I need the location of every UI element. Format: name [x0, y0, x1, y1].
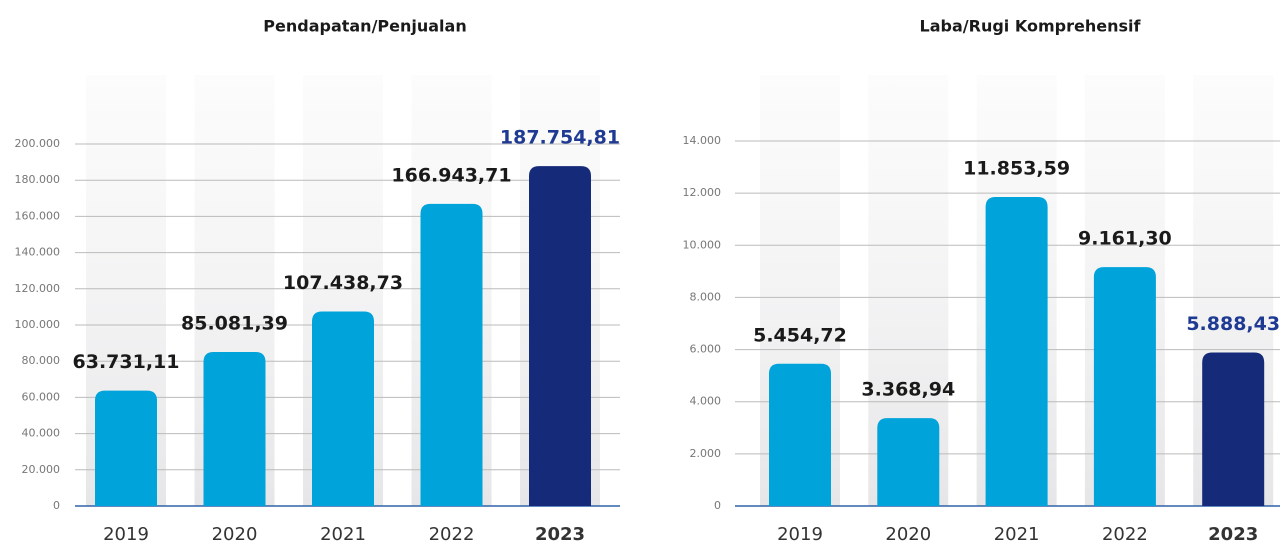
- value-label: 107.438,73: [283, 272, 403, 294]
- y-tick-label: 2.000: [690, 447, 722, 460]
- bar: [877, 418, 940, 506]
- x-tick-label: 2021: [994, 524, 1040, 545]
- x-tick-label: 2020: [212, 524, 258, 545]
- x-tick-label: 2022: [1102, 524, 1148, 545]
- y-tick-label: 60.000: [22, 390, 61, 403]
- y-tick-label: 120.000: [15, 282, 61, 295]
- chart-title: Pendapatan/Penjualan: [263, 17, 466, 36]
- y-tick-label: 160.000: [15, 209, 61, 222]
- value-label: 187.754,81: [500, 127, 620, 149]
- y-tick-label: 140.000: [15, 246, 61, 259]
- bar: [1202, 352, 1265, 506]
- x-tick-label: 2021: [320, 524, 366, 545]
- y-tick-label: 8.000: [690, 290, 722, 303]
- y-tick-label: 4.000: [690, 395, 722, 408]
- x-tick-label: 2019: [777, 524, 823, 545]
- x-tick-label: 2023: [1208, 524, 1258, 545]
- x-tick-label: 2020: [885, 524, 931, 545]
- y-tick-label: 12.000: [683, 186, 722, 199]
- value-label: 9.161,30: [1078, 228, 1172, 250]
- y-tick-label: 0: [53, 499, 60, 512]
- bar: [985, 196, 1048, 507]
- y-tick-label: 14.000: [683, 134, 722, 147]
- value-label: 5.888,43: [1186, 313, 1280, 335]
- value-label: 85.081,39: [181, 313, 288, 335]
- y-tick-label: 0: [714, 499, 721, 512]
- bar: [95, 390, 157, 506]
- x-tick-label: 2019: [103, 524, 149, 545]
- chart-title: Laba/Rugi Komprehensif: [920, 17, 1142, 36]
- bar: [769, 363, 831, 506]
- bar: [420, 203, 483, 506]
- y-tick-label: 80.000: [22, 354, 61, 367]
- y-tick-label: 200.000: [15, 137, 61, 150]
- y-tick-label: 40.000: [22, 427, 61, 440]
- x-tick-label: 2022: [429, 524, 475, 545]
- y-tick-label: 100.000: [15, 318, 61, 331]
- bar: [1093, 267, 1156, 506]
- value-label: 166.943,71: [391, 164, 511, 186]
- y-tick-label: 6.000: [690, 343, 722, 356]
- y-tick-label: 10.000: [683, 238, 722, 251]
- bar: [203, 352, 266, 506]
- y-tick-label: 20.000: [22, 463, 61, 476]
- value-label: 3.368,94: [861, 379, 955, 401]
- value-label: 5.454,72: [753, 324, 847, 346]
- y-tick-label: 180.000: [15, 173, 61, 186]
- value-label: 63.731,11: [73, 351, 180, 373]
- bar: [529, 166, 591, 506]
- value-label: 11.853,59: [963, 157, 1070, 179]
- bar: [312, 311, 374, 506]
- x-tick-label: 2023: [535, 524, 585, 545]
